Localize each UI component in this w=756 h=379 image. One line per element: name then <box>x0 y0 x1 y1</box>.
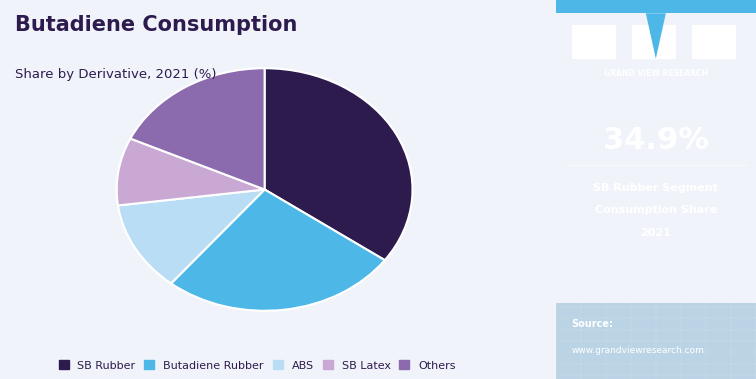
Text: GRAND VIEW RESEARCH: GRAND VIEW RESEARCH <box>604 69 708 78</box>
Text: 34.9%: 34.9% <box>603 126 709 155</box>
FancyBboxPatch shape <box>632 25 676 59</box>
Text: Consumption Share: Consumption Share <box>595 205 717 215</box>
FancyBboxPatch shape <box>572 25 615 59</box>
Wedge shape <box>116 139 265 205</box>
Legend: SB Rubber, Butadiene Rubber, ABS, SB Latex, Others: SB Rubber, Butadiene Rubber, ABS, SB Lat… <box>54 356 460 375</box>
Text: Butadiene Consumption: Butadiene Consumption <box>15 15 298 35</box>
Text: www.grandviewresearch.com: www.grandviewresearch.com <box>572 346 705 355</box>
Wedge shape <box>130 68 265 190</box>
FancyBboxPatch shape <box>692 25 736 59</box>
Text: SB Rubber Segment: SB Rubber Segment <box>593 183 718 193</box>
Wedge shape <box>118 190 265 283</box>
FancyBboxPatch shape <box>556 0 756 13</box>
Wedge shape <box>171 190 385 311</box>
Text: 2021: 2021 <box>640 228 671 238</box>
Wedge shape <box>265 68 413 260</box>
Polygon shape <box>646 13 666 59</box>
FancyBboxPatch shape <box>556 303 756 379</box>
Text: Share by Derivative, 2021 (%): Share by Derivative, 2021 (%) <box>15 68 217 81</box>
Text: Source:: Source: <box>572 319 614 329</box>
